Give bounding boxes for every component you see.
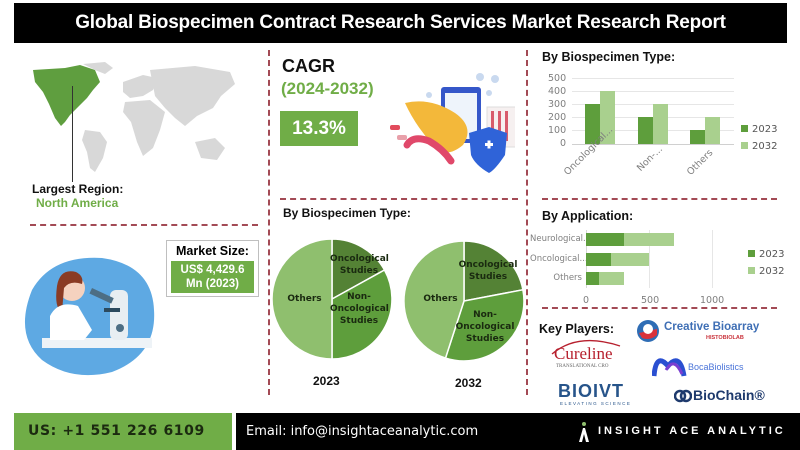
biochain-name: BioChain® (693, 387, 765, 403)
pie-chart-2023 (271, 238, 393, 360)
hbar-others-2032 (599, 272, 624, 285)
pies-heading: By Biospecimen Type: (283, 206, 411, 220)
pie-2032-label-oncological: Oncological Studies (458, 260, 518, 282)
bocabiolistics-name: BocaBiolistics (688, 362, 744, 372)
bar-chart-biospecimen: 500 400 300 200 100 0 Oncological... Non… (540, 70, 740, 180)
divider-region (30, 224, 258, 226)
market-size-label: Market Size: (176, 244, 249, 258)
y-tick: 0 (560, 138, 567, 149)
y-category-label: Oncological... (530, 254, 588, 264)
hbar-oncological-2032 (611, 253, 649, 266)
y-category-label: Neurological... (530, 234, 592, 244)
footer-email[interactable]: Email: info@insightaceanalytic.com (246, 424, 479, 439)
page-title: Global Biospecimen Contract Research Ser… (14, 3, 787, 43)
largest-region-label: Largest Region: (32, 182, 124, 196)
y-tick: 300 (548, 99, 567, 110)
biochain-icon (674, 389, 692, 403)
footer-brand: INSIGHT ACE ANALYTIC (598, 425, 786, 437)
cagr-value: 13.3% (280, 111, 358, 146)
bar-others-2023 (690, 130, 705, 144)
bar-chart-heading: By Biospecimen Type: (542, 50, 676, 64)
pie-2023-label-oncological: Oncological Studies (330, 254, 389, 276)
x-tick: 0 (583, 295, 590, 306)
bar-non-oncological-2032 (653, 104, 668, 144)
bioivt-name: BIOIVT (558, 381, 625, 401)
bioivt-sub: ELEVATING SCIENCE (560, 401, 632, 406)
divider-bar2 (542, 307, 777, 309)
key-players-heading: Key Players: (539, 322, 615, 336)
y-tick: 100 (548, 125, 567, 136)
market-size-value: US$ 4,429.6 Mn (2023) (171, 261, 254, 293)
pie-2032-label-non-oncological: Non- Oncological Studies (455, 310, 515, 344)
y-tick: 500 (548, 73, 567, 84)
creative-bioarray-icon (637, 320, 659, 342)
divider-right (526, 50, 528, 395)
pie-chart-2032 (403, 240, 525, 362)
logo-bocabiolistics: BocaBiolistics (652, 350, 772, 380)
pie-2032-label-others: Others (423, 294, 458, 304)
region-pointer-line (72, 86, 73, 182)
creative-bioarray-sub: HISTOBIOLAB (706, 335, 744, 341)
hbar-neurological-2032 (624, 233, 674, 246)
app-legend-2032: 2032 (748, 266, 784, 277)
y-category-label: Others (553, 273, 582, 283)
pie-2032-year: 2032 (455, 376, 482, 390)
market-size-card: Market Size: US$ 4,429.6 Mn (2023) (166, 240, 259, 297)
x-tick: 500 (641, 295, 660, 306)
logo-biochain: BioChain® (674, 386, 774, 408)
y-tick: 400 (548, 86, 567, 97)
market-size-value-line2: Mn (2023) (185, 278, 240, 290)
legend-2032: 2032 (741, 141, 777, 152)
logo-creative-bioarray: Creative Bioarray HISTOBIOLAB (636, 317, 776, 347)
divider-left (268, 50, 270, 395)
world-map (25, 60, 240, 180)
hbar-neurological-2023 (586, 233, 624, 246)
bocabiolistics-icon (652, 358, 687, 377)
logo-bioivt: BIOIVT ELEVATING SCIENCE (556, 381, 642, 411)
divider-bar1 (542, 198, 777, 200)
x-tick: 1000 (700, 295, 725, 306)
divider-cagr (280, 198, 518, 200)
medical-illustration (385, 65, 518, 180)
application-chart-heading: By Application: (542, 209, 634, 223)
bar-oncological-2032 (600, 91, 615, 144)
bar-non-oncological-2023 (638, 117, 653, 144)
creative-bioarray-name: Creative Bioarray (664, 321, 760, 333)
y-tick: 200 (548, 112, 567, 123)
footer-bar: Email: info@insightaceanalytic.com INSIG… (236, 413, 800, 450)
x-category-label: Others (685, 147, 716, 178)
app-legend-2023: 2023 (748, 249, 784, 260)
pie-2023-year: 2023 (313, 374, 340, 388)
logo-cureline: Cureline TRANSLATIONAL CRO (548, 336, 628, 372)
cagr-period: (2024-2032) (281, 79, 374, 98)
cagr-label: CAGR (282, 56, 335, 76)
hbar-others-2023 (586, 272, 599, 285)
pie-2023-label-others: Others (287, 294, 322, 304)
scientist-illustration (12, 250, 160, 380)
footer-phone[interactable]: US: +1 551 226 6109 (14, 413, 232, 450)
hbar-oncological-2023 (586, 253, 611, 266)
legend-2023: 2023 (741, 124, 777, 135)
bar-chart-application: Neurological... Oncological... Others 0 … (530, 228, 735, 308)
bar-oncological-2023 (585, 104, 600, 144)
largest-region-value: North America (36, 196, 119, 210)
cureline-name: Cureline (554, 344, 613, 363)
insight-ace-logo-icon (579, 422, 589, 442)
pie-2023-label-non-oncological: Non- Oncological Studies (330, 292, 389, 326)
x-category-label: Non-... (635, 143, 666, 174)
market-size-value-line1: US$ 4,429.6 (180, 264, 245, 276)
cureline-sub: TRANSLATIONAL CRO (556, 364, 609, 369)
bar-others-2032 (705, 117, 720, 144)
